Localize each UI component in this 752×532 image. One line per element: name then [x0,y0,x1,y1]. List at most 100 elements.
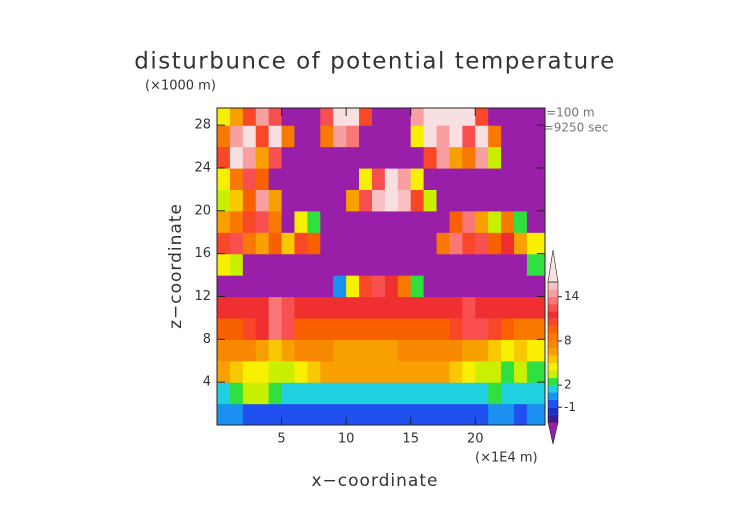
cell [371,403,386,425]
cell [384,253,399,276]
cell [436,317,451,340]
cell [514,210,528,233]
cell [268,317,283,340]
cell [242,125,257,148]
cell [346,382,360,405]
cell [346,167,360,190]
cell [217,317,231,340]
cell [410,232,425,255]
cell [475,360,489,383]
cell [371,167,386,190]
plot-frame [216,107,546,426]
cell [488,146,502,169]
cell [449,146,463,169]
cell [449,339,463,362]
cell [436,189,451,212]
cell [384,146,399,169]
cell [281,382,296,405]
cell [268,167,283,190]
cell [371,317,386,340]
cell [514,167,528,190]
annotation: t=9250 sec [539,121,608,135]
colorbar-high [547,249,559,283]
cell [423,339,438,362]
cell [346,125,360,148]
cell [410,189,425,212]
cell [449,167,463,190]
cell [423,167,438,190]
cell [397,403,412,425]
annotation: y=100 m [539,106,595,120]
cell [410,296,425,319]
cell [307,275,321,298]
cell [333,125,347,148]
y-axis-label: z−coordinate [166,203,186,329]
cell [488,275,502,298]
cell [217,146,231,169]
cell [371,339,386,362]
colorbar-bin [548,377,558,386]
cell [320,189,334,212]
cell [384,275,399,298]
cell [242,108,257,126]
cell [462,210,476,233]
cell [359,382,373,405]
cell [320,167,334,190]
cell [346,275,360,298]
chart-title: disturbunce of potential temperature [134,49,616,75]
cell [294,189,308,212]
y-tick-label: 8 [203,332,211,347]
cell [294,232,308,255]
cell [371,382,386,405]
cell [475,403,489,425]
cell [475,146,489,169]
cell [229,360,244,383]
cell [501,296,515,319]
cell [268,210,283,233]
cell [526,232,545,255]
cell [526,189,545,212]
cell [217,189,231,212]
cell [526,403,545,425]
cell [333,403,347,425]
cell [217,382,231,405]
cell [514,232,528,255]
cell [526,146,545,169]
cell [501,146,515,169]
cell [462,403,476,425]
cell [423,403,438,425]
cell [320,210,334,233]
cell [255,360,270,383]
cell [294,317,308,340]
cell [488,317,502,340]
cell [255,108,270,126]
cell [255,275,270,298]
cell [384,403,399,425]
cell [384,108,399,126]
cell [294,382,308,405]
cell [268,146,283,169]
colorbar-bin [548,363,558,371]
cell [475,317,489,340]
cell [217,167,231,190]
cell [217,125,231,148]
cell [462,232,476,255]
cell [268,253,283,276]
cell [423,108,438,126]
cell [514,146,528,169]
cell [488,210,502,233]
cell [255,253,270,276]
cell [294,296,308,319]
cell [462,146,476,169]
cell [423,317,438,340]
cell [514,339,528,362]
cell [333,146,347,169]
cell [526,382,545,405]
colorbar-bin [548,407,558,415]
cell [320,317,334,340]
cell [359,146,373,169]
cell [281,146,296,169]
cell [294,210,308,233]
cell [371,360,386,383]
cell [423,296,438,319]
